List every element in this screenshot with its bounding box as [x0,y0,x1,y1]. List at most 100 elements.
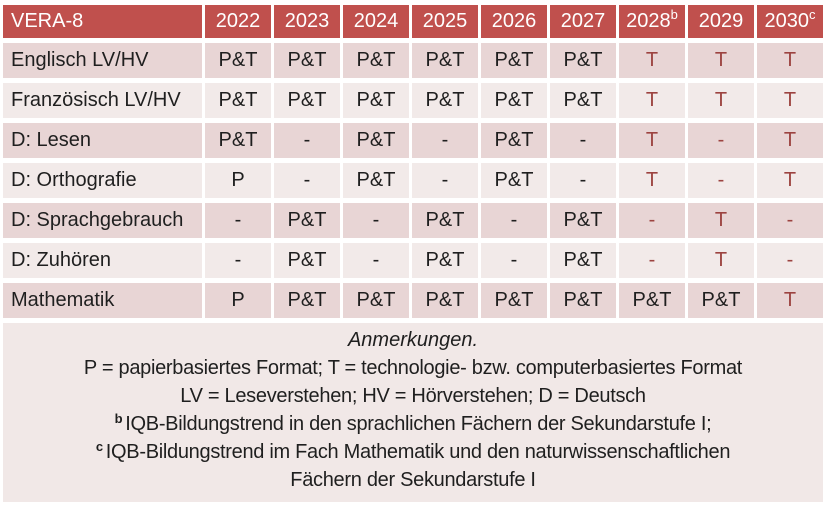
year-label: 2024 [353,10,399,32]
format-cell: P&T [481,43,547,78]
format-cell: P&T [412,83,478,118]
format-cell: P&T [274,43,340,78]
format-cell: P&T [343,163,409,198]
table-title: VERA-8 [3,5,202,38]
note-superscript: c [95,439,103,454]
format-cell: P&T [481,163,547,198]
format-cell: T [757,163,823,198]
format-cell: P&T [550,283,616,318]
format-cell: P&T [274,203,340,238]
table-row: Englisch LV/HV P&T P&T P&T P&T P&T P&T T T T [3,43,823,78]
note-text: IQB-Bildungstrend im Fach Mathematik und… [105,441,731,463]
format-cell: T [619,123,685,158]
year-header: 2027 [550,5,616,38]
format-cell: P&T [412,203,478,238]
format-cell: - [757,203,823,238]
format-cell: P&T [481,283,547,318]
note-text: IQB-Bildungstrend in den sprachlichen Fä… [125,413,712,435]
format-cell: P&T [343,283,409,318]
format-cell: T [757,43,823,78]
year-label: 2028 [626,10,671,32]
notes-heading: Anmerkungen. [347,329,479,351]
format-cell: P [205,163,271,198]
note-text: LV = Leseverstehen; HV = Hörverstehen; D… [180,385,646,407]
table-row: D: Sprachgebrauch - P&T - P&T - P&T - T - [3,203,823,238]
row-label: D: Zuhören [3,243,202,278]
format-cell: T [757,83,823,118]
format-cell: T [619,163,685,198]
table-row: Französisch LV/HV P&T P&T P&T P&T P&T P&T T T T [3,83,823,118]
year-header: 2028b [619,5,685,38]
format-cell: P&T [412,243,478,278]
year-label: 2023 [284,10,330,32]
format-cell: P&T [619,283,685,318]
format-cell: P&T [688,283,754,318]
note-text: P = papierbasiertes Format; T = technolo… [83,357,743,379]
format-cell: - [688,123,754,158]
year-label: 2026 [491,10,537,32]
table-row: Mathematik P P&T P&T P&T P&T P&T P&T P&T T [3,283,823,318]
format-cell: - [550,163,616,198]
notes-section: Anmerkungen. P = papierbasiertes Format;… [3,323,823,502]
note-line: b IQB-Bildungstrend in den sprachlichen F… [11,410,815,438]
format-cell: - [481,203,547,238]
format-cell: T [688,203,754,238]
format-cell: P&T [412,283,478,318]
row-label: Mathematik [3,283,202,318]
format-cell: P&T [481,83,547,118]
header-row: VERA-8 2022 2023 2024 2025 2026 2027 202… [3,5,823,38]
year-header: 2029 [688,5,754,38]
format-cell: P&T [412,43,478,78]
year-superscript: c [809,7,816,22]
format-cell: - [481,243,547,278]
year-header: 2022 [205,5,271,38]
row-label: D: Orthografie [3,163,202,198]
format-cell: P&T [481,123,547,158]
note-line: Fächern der Sekundarstufe I [11,466,815,494]
year-header: 2026 [481,5,547,38]
note-line: c IQB-Bildungstrend im Fach Mathematik un… [11,438,815,466]
format-cell: T [619,43,685,78]
format-cell: T [688,243,754,278]
format-cell: P [205,283,271,318]
note-line: LV = Leseverstehen; HV = Hörverstehen; D… [11,382,815,410]
format-cell: - [619,243,685,278]
row-label: D: Sprachgebrauch [3,203,202,238]
format-cell: T [688,43,754,78]
format-cell: - [274,123,340,158]
format-cell: P&T [274,243,340,278]
year-header: 2030c [757,5,823,38]
format-cell: P&T [550,43,616,78]
format-cell: - [205,203,271,238]
format-cell: - [412,163,478,198]
year-label: 2022 [215,10,261,32]
notes-lines: P = papierbasiertes Format; T = technolo… [11,354,815,494]
format-cell: P&T [550,243,616,278]
format-cell: - [274,163,340,198]
year-header: 2025 [412,5,478,38]
format-cell: P&T [343,43,409,78]
format-cell: - [412,123,478,158]
note-line: P = papierbasiertes Format; T = technolo… [11,354,815,382]
year-label: 2029 [698,10,744,32]
row-label: Englisch LV/HV [3,43,202,78]
format-cell: T [688,83,754,118]
year-header: 2024 [343,5,409,38]
table-row: D: Zuhören - P&T - P&T - P&T - T - [3,243,823,278]
format-cell: - [205,243,271,278]
format-cell: P&T [274,83,340,118]
format-cell: P&T [274,283,340,318]
note-superscript: b [114,411,123,426]
format-cell: P&T [205,43,271,78]
format-cell: T [619,83,685,118]
format-cell: T [757,123,823,158]
format-cell: P&T [205,123,271,158]
year-label: 2027 [560,10,606,32]
row-label: D: Lesen [3,123,202,158]
format-cell: P&T [550,203,616,238]
year-header: 2023 [274,5,340,38]
year-label: 2030 [764,10,810,32]
format-cell: - [757,243,823,278]
format-cell: P&T [343,123,409,158]
